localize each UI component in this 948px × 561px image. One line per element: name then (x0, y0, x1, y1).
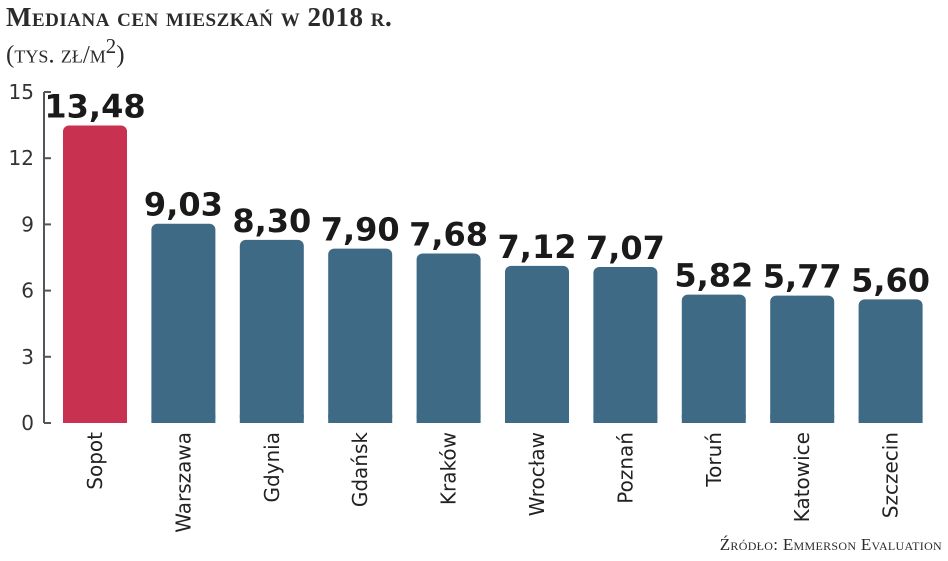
x-tick-label: Warszawa (171, 432, 195, 533)
bar-toruń (681, 294, 746, 423)
value-label: 7,68 (409, 216, 488, 254)
subtitle-text: (tys. zł/m (6, 41, 106, 69)
value-label: 5,60 (851, 261, 930, 299)
value-label: 7,07 (586, 229, 665, 267)
y-tick-label: 15 (9, 80, 34, 104)
value-label: 7,90 (321, 211, 400, 249)
value-label: 5,77 (763, 258, 842, 296)
value-label: 13,48 (44, 88, 145, 126)
bar-base (239, 415, 304, 423)
y-axis: 0 3 6 9 12 15 (9, 80, 51, 435)
subtitle-close: ) (116, 41, 125, 69)
bar-wrocław (505, 265, 569, 423)
value-label: 5,82 (674, 257, 753, 295)
bar-base (681, 415, 746, 423)
bar-kraków (416, 253, 481, 423)
value-labels-group: 13,48 9,03 8,30 7,90 7,68 7,12 7,075,82 5,77 5,6… (44, 88, 930, 300)
value-label: 9,03 (144, 186, 223, 224)
bar-szczecin (858, 299, 923, 423)
bar-katowice (770, 295, 835, 423)
y-tick-label: 3 (21, 345, 34, 369)
bar-gdańsk (328, 248, 393, 423)
bar-base (593, 415, 658, 423)
bar-base (151, 415, 216, 423)
x-tick-label: Szczecin (879, 432, 903, 518)
y-tick-label: 9 (21, 212, 34, 236)
bar-base (858, 415, 923, 423)
bar-base (770, 415, 835, 423)
y-tick-label: 0 (21, 411, 34, 435)
source-note: Źródło: Emmerson Evaluation (719, 535, 942, 554)
bar-base (416, 415, 481, 423)
subtitle-superscript: 2 (105, 34, 117, 58)
x-tick-label: Sopot (83, 432, 107, 490)
x-tick-label: Kraków (437, 432, 461, 505)
bar-poznań (593, 266, 658, 423)
bars-group (63, 125, 923, 424)
x-tick-label: Gdańsk (348, 432, 372, 508)
x-tick-label: Toruń (702, 432, 726, 488)
y-tick-label: 6 (21, 279, 34, 303)
bar-sopot (63, 125, 127, 424)
chart-subtitle: (tys. zł/m2) (6, 34, 125, 69)
bar-warszawa (151, 223, 216, 423)
x-tick-label: Gdynia (260, 432, 284, 503)
x-tick-label: Poznań (613, 432, 637, 504)
bar-base (328, 415, 393, 423)
y-tick-label: 12 (9, 146, 34, 170)
x-tick-label: Katowice (790, 432, 814, 522)
bar-base (505, 415, 569, 423)
x-tick-label: Wrocław (525, 432, 549, 516)
value-label: 8,30 (232, 202, 311, 240)
bar-base (63, 415, 127, 423)
x-labels-group: Sopot Warszawa Gdynia Gdańsk Kraków Wrocław Po… (83, 432, 903, 533)
bar-gdynia (239, 239, 304, 423)
value-label: 7,12 (498, 228, 577, 266)
chart-title: Mediana cen mieszkań w 2018 r. (6, 2, 393, 32)
